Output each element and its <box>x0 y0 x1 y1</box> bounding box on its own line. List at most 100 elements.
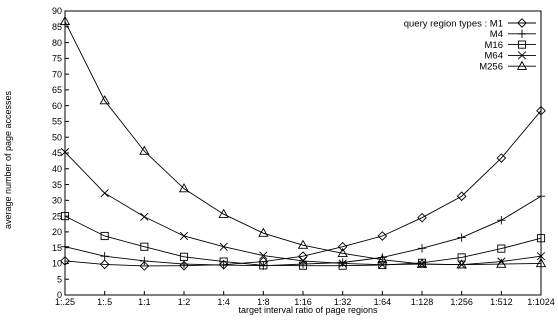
series-m64-point <box>219 242 228 251</box>
series-m16 <box>60 212 546 270</box>
x-tick-label: 1:16 <box>294 297 312 307</box>
series-m64-line <box>64 151 542 266</box>
series-m16-point <box>140 242 149 251</box>
series-m4-point <box>457 233 466 242</box>
series-m16-point <box>179 252 189 261</box>
series-m1-point <box>536 105 546 116</box>
y-tick-label: 5 <box>57 274 62 284</box>
series-m16-point <box>100 231 109 241</box>
y-tick-label: 45 <box>52 148 62 158</box>
legend-label-m1: query region types : M1 <box>404 18 503 29</box>
legend-marker-m64 <box>517 51 527 60</box>
series-m64-point <box>179 231 189 241</box>
y-tick-label: 0 <box>57 290 62 300</box>
series-m256-point <box>178 183 190 193</box>
legend-label-m256: M256 <box>479 62 503 73</box>
x-tick-label: 1:1 <box>138 297 151 307</box>
series-m16-point <box>497 244 506 253</box>
series-m256-point <box>297 239 309 249</box>
series-m16-point <box>457 253 466 262</box>
x-tick-label: 1:.5 <box>97 297 112 307</box>
y-tick-label: 30 <box>52 196 62 206</box>
series-m1-point <box>60 256 70 266</box>
series-m16-point <box>219 257 228 266</box>
y-tick-label: 90 <box>52 6 62 16</box>
series-m256-point <box>139 145 150 155</box>
series-m256-point <box>496 258 507 268</box>
y-tick-label: 15 <box>52 243 62 253</box>
x-tick-label: 1:32 <box>334 297 352 307</box>
series-m16-point <box>536 234 546 243</box>
series-m1 <box>60 105 546 271</box>
y-tick-label: 55 <box>52 117 62 127</box>
series-m256 <box>59 15 547 269</box>
series-m64-point <box>378 260 387 269</box>
x-tick-label: 1:2 <box>178 297 191 307</box>
y-tick-label: 65 <box>52 85 62 95</box>
series-m64-point <box>259 251 268 260</box>
series-m256-point <box>456 259 467 269</box>
series-m256-point <box>218 208 229 218</box>
series-m256-point <box>337 247 348 257</box>
legend-marker-m16 <box>517 40 527 49</box>
series-m16-point <box>60 212 70 221</box>
series-m256-point <box>99 95 110 105</box>
series-m1-point <box>496 153 507 163</box>
series-m16-line <box>64 215 542 267</box>
y-tick-label: 85 <box>52 22 62 32</box>
x-tick-label: 1:128 <box>411 297 434 307</box>
series-m1-point <box>99 259 110 270</box>
series-m64-point <box>100 188 109 198</box>
legend-label-m4: M4 <box>490 29 503 40</box>
series-m1-point <box>417 212 427 223</box>
series-m1-point <box>456 191 467 202</box>
y-tick-label: 60 <box>52 101 62 111</box>
series-m4 <box>60 192 546 270</box>
y-tick-label: 20 <box>52 227 62 237</box>
legend-marker-m1 <box>517 18 527 28</box>
y-tick-label: 40 <box>52 164 62 174</box>
series-m64-point <box>140 212 149 221</box>
x-tick-label: 1:256 <box>450 297 473 307</box>
y-tick-label: 35 <box>52 180 62 190</box>
x-tick-label: 1:1024 <box>527 297 555 307</box>
legend-marker-m256 <box>516 60 528 70</box>
series-m256-point <box>59 15 71 26</box>
series-m4-point <box>417 244 427 253</box>
y-tick-label: 80 <box>52 38 62 48</box>
y-tick-label: 10 <box>52 259 62 269</box>
series-m4-point <box>100 251 109 261</box>
x-tick-label: 1:512 <box>490 297 513 307</box>
series-layer <box>59 15 547 271</box>
series-m256-point <box>535 257 547 268</box>
series-m1-point <box>377 231 388 241</box>
x-tick-label: 1:4 <box>217 297 230 307</box>
series-m4-point <box>60 242 70 251</box>
series-m4-point <box>179 259 189 269</box>
series-m64-point <box>338 259 347 268</box>
series-m1-line <box>64 110 542 267</box>
x-tick-label: 1:64 <box>374 297 392 307</box>
y-tick-label: 75 <box>52 54 62 64</box>
y-tick-label: 70 <box>52 69 62 79</box>
series-m256-point <box>416 258 428 268</box>
series-m64-point <box>60 147 70 157</box>
x-axis-label: target interval ratio of page regions <box>238 305 378 315</box>
series-m256-line <box>64 21 542 266</box>
y-tick-label: 25 <box>52 211 62 221</box>
series-m4-point <box>140 256 149 266</box>
series-m1-point <box>337 241 348 252</box>
series-m256-point <box>377 254 388 264</box>
series-m64 <box>60 147 546 269</box>
x-tick-label: 1:.25 <box>55 297 75 307</box>
axes: 0 5 10 15 20 25 30 35 40 45 50 55 60 65 70 75 80 85 90 1:.2… <box>52 6 555 307</box>
series-m16-point <box>338 261 347 270</box>
y-tick-label: 50 <box>52 132 62 142</box>
legend-label-m64: M64 <box>485 51 503 62</box>
series-m1-point <box>139 261 150 271</box>
y-axis-label: average number of page accesses <box>3 90 13 229</box>
series-m64-point <box>298 256 308 266</box>
series-m4-point <box>497 216 506 225</box>
